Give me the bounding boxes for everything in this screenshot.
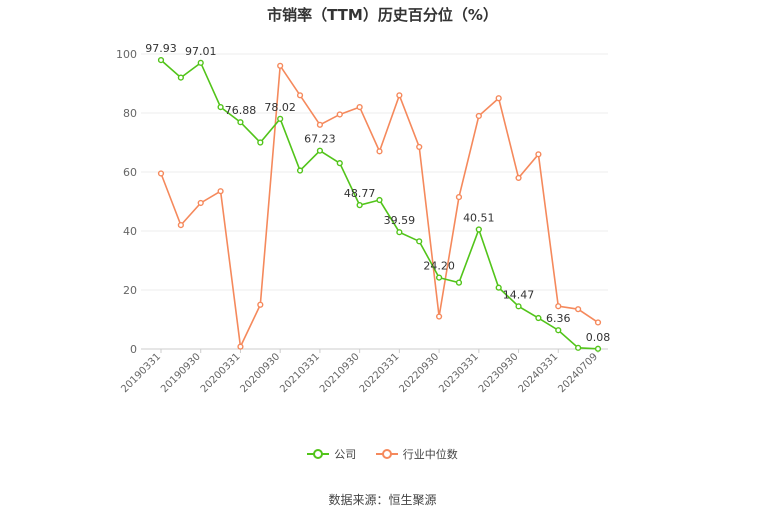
point-company[interactable] xyxy=(575,344,582,351)
x-tick-label: 20240331 xyxy=(517,351,561,395)
y-tick-label: 60 xyxy=(123,166,137,179)
point-company[interactable] xyxy=(455,279,463,286)
point-industry[interactable] xyxy=(475,112,482,120)
point-company[interactable] xyxy=(257,139,264,146)
data-label: 0.08 xyxy=(586,331,611,344)
data-label: 14.47 xyxy=(503,288,535,301)
x-tick-label: 20220930 xyxy=(397,351,441,395)
point-company[interactable] xyxy=(197,59,204,66)
legend-industry-label: 行业中位数 xyxy=(402,448,458,461)
point-company[interactable] xyxy=(396,229,403,236)
legend-company-label: 公司 xyxy=(334,448,357,461)
point-company[interactable] xyxy=(495,284,502,291)
point-industry[interactable] xyxy=(555,303,562,310)
point-industry[interactable] xyxy=(356,103,363,111)
point-company[interactable] xyxy=(336,160,343,167)
x-tick-label: 20210930 xyxy=(318,351,362,395)
point-industry[interactable] xyxy=(257,301,264,308)
y-tick-label: 80 xyxy=(123,107,137,120)
y-tick-label: 20 xyxy=(123,284,137,297)
data-label: 76.88 xyxy=(225,104,257,117)
point-company[interactable] xyxy=(515,303,522,310)
point-industry[interactable] xyxy=(515,174,522,182)
data-label: 97.01 xyxy=(185,45,217,58)
point-industry[interactable] xyxy=(416,143,423,151)
point-company[interactable] xyxy=(475,226,482,233)
point-company[interactable] xyxy=(594,345,602,352)
point-company[interactable] xyxy=(296,167,304,174)
point-company[interactable] xyxy=(237,119,244,126)
legend-item-company[interactable]: 公司 xyxy=(307,446,356,462)
legend-item-industry[interactable]: 行业中位数 xyxy=(375,446,458,462)
x-tick-label: 20230930 xyxy=(477,351,521,395)
x-tick-label: 20230331 xyxy=(437,351,481,395)
data-label: 40.51 xyxy=(463,211,495,224)
point-industry[interactable] xyxy=(296,92,304,99)
point-industry[interactable] xyxy=(396,92,403,99)
x-axis: 2019033120190930202003312020093020210331… xyxy=(119,349,600,395)
point-industry[interactable] xyxy=(157,170,165,177)
point-industry[interactable] xyxy=(316,121,324,128)
grid-lines xyxy=(141,53,608,350)
x-tick-label: 20190331 xyxy=(119,351,163,395)
x-tick-label: 20200930 xyxy=(239,351,283,395)
point-industry[interactable] xyxy=(197,199,204,207)
legend-company-icon xyxy=(307,449,330,459)
point-company[interactable] xyxy=(376,196,383,204)
point-industry[interactable] xyxy=(336,111,343,118)
y-axis: 0 20 40 60 80 100 xyxy=(116,48,137,356)
point-company[interactable] xyxy=(416,238,423,245)
point-company[interactable] xyxy=(277,115,284,122)
x-tick-label: 20200331 xyxy=(199,351,243,395)
point-industry[interactable] xyxy=(277,62,284,69)
x-tick-label: 20220331 xyxy=(358,351,402,395)
data-label: 67.23 xyxy=(304,133,336,146)
point-industry[interactable] xyxy=(217,188,224,195)
point-industry[interactable] xyxy=(177,222,184,229)
chart-title: 市销率（TTM）历史百分位（%） xyxy=(267,6,498,24)
point-company[interactable] xyxy=(316,147,324,154)
point-industry[interactable] xyxy=(455,193,463,201)
point-industry[interactable] xyxy=(594,319,602,326)
point-company[interactable] xyxy=(217,103,224,111)
data-label: 48.77 xyxy=(344,187,376,200)
point-industry[interactable] xyxy=(495,95,502,102)
source-note: 数据来源：恒生聚源 xyxy=(328,493,437,507)
data-label: 97.93 xyxy=(145,42,177,55)
point-company[interactable] xyxy=(435,274,443,281)
data-label: 24.20 xyxy=(423,260,455,273)
data-label: 6.36 xyxy=(546,312,571,325)
data-label: 78.02 xyxy=(264,101,296,114)
y-tick-label: 0 xyxy=(130,343,137,356)
point-industry[interactable] xyxy=(237,343,244,350)
x-tick-label: 20190930 xyxy=(159,351,203,395)
legend-industry-icon xyxy=(375,449,398,459)
x-tick-label: 20240709 xyxy=(556,351,600,395)
point-company[interactable] xyxy=(555,327,562,334)
point-industry[interactable] xyxy=(435,313,443,320)
series-layer: 97.93 97.01 76.88 78.02 67.23 48.77 39.59 24.20… xyxy=(145,42,611,352)
point-company[interactable] xyxy=(356,202,363,209)
point-company[interactable] xyxy=(157,57,165,64)
x-tick-label: 20210331 xyxy=(278,351,322,395)
y-tick-label: 40 xyxy=(123,225,137,238)
legend: 公司 行业中位数 xyxy=(0,446,765,463)
point-industry[interactable] xyxy=(535,151,542,158)
point-industry[interactable] xyxy=(376,148,383,155)
point-company[interactable] xyxy=(535,314,542,322)
point-company[interactable] xyxy=(177,74,184,81)
point-industry[interactable] xyxy=(575,306,582,313)
data-label: 39.59 xyxy=(384,214,416,227)
y-tick-label: 100 xyxy=(116,48,137,61)
